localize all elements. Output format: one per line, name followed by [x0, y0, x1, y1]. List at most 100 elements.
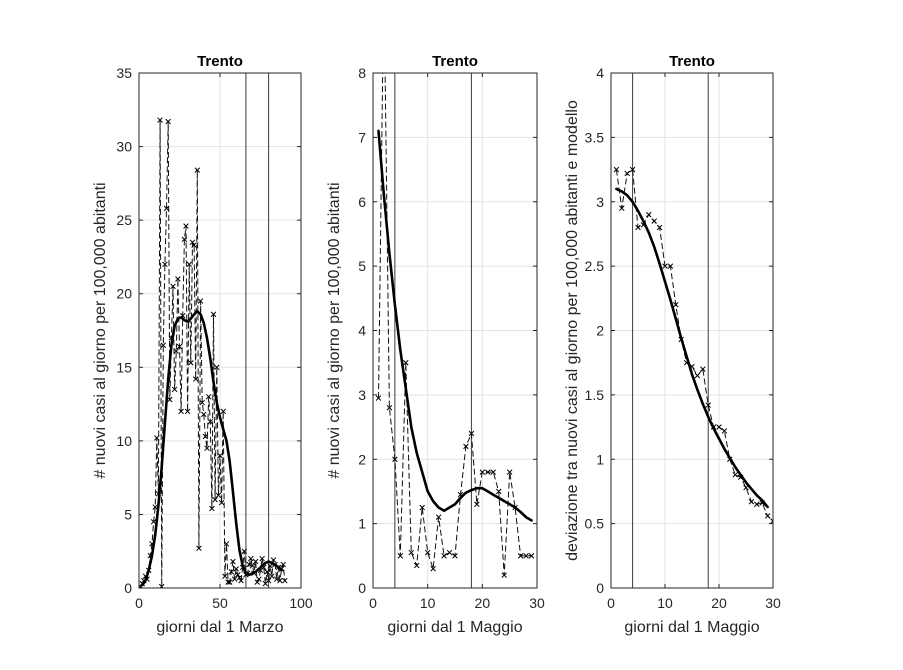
marker-stroke	[181, 236, 188, 243]
marker-stroke	[408, 549, 415, 556]
data-point-x-marker	[170, 283, 176, 290]
marker-stroke	[435, 514, 442, 520]
data-point-x-marker	[241, 548, 248, 554]
marker-stroke	[375, 395, 382, 401]
data-point-x-marker	[173, 348, 180, 354]
data-point-x-marker	[770, 518, 773, 524]
data-point-x-marker	[212, 496, 218, 503]
data-point-x-marker	[490, 469, 497, 475]
plot-area	[375, 73, 535, 588]
data-point-x-marker	[176, 343, 183, 350]
marker-stroke	[424, 549, 431, 556]
marker-stroke	[223, 541, 230, 547]
data-point-x-marker	[178, 408, 184, 415]
marker-stroke	[770, 518, 773, 522]
marker-stroke	[246, 561, 252, 568]
marker-stroke	[176, 343, 183, 350]
x-axis-label: giorni dal 1 Marzo	[156, 619, 283, 636]
data-point-x-marker	[223, 541, 230, 547]
data-point-x-marker	[171, 386, 178, 393]
data-point-x-marker	[265, 577, 272, 584]
data-point-x-marker	[716, 424, 722, 430]
x-tick-label: 20	[475, 595, 491, 611]
y-tick-label: 25	[116, 212, 132, 228]
data-point-x-marker	[238, 577, 244, 584]
panel-3: 0 10 20 30 0 0.5 1 1.5 2 2.5 3 3.5 4 Trento giorni dal…	[564, 53, 781, 636]
marker-stroke	[233, 566, 239, 572]
y-tick-label: 3	[596, 194, 604, 210]
data-point-x-marker	[619, 205, 625, 211]
y-tick-label: 10	[116, 433, 132, 449]
data-point-x-marker	[167, 396, 173, 403]
data-point-x-marker	[194, 167, 201, 173]
marker-stroke	[241, 548, 248, 554]
data-point-x-marker	[220, 408, 226, 415]
data-point-x-marker	[280, 561, 286, 568]
marker-stroke	[646, 211, 652, 218]
x-tick-label: 0	[135, 595, 143, 611]
y-tick-label: 2.5	[585, 258, 605, 274]
data-point-x-marker	[386, 404, 393, 411]
x-tick-label: 10	[420, 595, 436, 611]
data-point-x-marker	[662, 263, 668, 269]
data-point-x-marker	[705, 402, 711, 408]
data-point-x-marker	[235, 572, 241, 578]
chart-title: Trento	[432, 53, 478, 70]
marker-stroke	[225, 579, 231, 585]
marker-stroke	[235, 572, 241, 578]
marker-stroke	[392, 456, 398, 463]
marker-stroke	[256, 576, 262, 582]
data-point-x-marker	[215, 492, 222, 499]
marker-stroke	[662, 263, 668, 269]
marker-stroke	[629, 166, 636, 173]
y-tick-label: 30	[116, 139, 132, 155]
y-tick-label: 7	[358, 129, 366, 145]
data-point-x-marker	[474, 501, 480, 508]
x-tick-label: 50	[212, 595, 228, 611]
marker-stroke	[613, 166, 620, 173]
data-point-x-marker	[667, 263, 674, 269]
data-point-x-marker	[233, 566, 239, 572]
data-point-x-marker	[282, 577, 288, 584]
marker-stroke	[457, 491, 464, 498]
marker-stroke	[468, 430, 475, 437]
marker-stroke	[635, 224, 641, 231]
marker-stroke	[624, 170, 630, 177]
data-point-x-marker	[188, 360, 194, 366]
x-tick-label: 10	[657, 595, 673, 611]
y-tick-label: 3.5	[585, 129, 605, 145]
marker-stroke	[192, 376, 199, 382]
marker-stroke	[236, 574, 243, 581]
data-point-x-marker	[700, 366, 706, 372]
data-point-x-marker	[207, 418, 214, 425]
data-point-x-marker	[202, 433, 209, 440]
marker-stroke	[619, 205, 625, 211]
marker-stroke	[754, 501, 760, 508]
marker-stroke	[277, 577, 283, 584]
marker-stroke	[175, 276, 181, 282]
data-point-x-marker	[419, 504, 425, 511]
data-point-x-marker	[392, 456, 398, 463]
data-point-x-marker	[264, 569, 270, 575]
marker-stroke	[230, 558, 236, 565]
marker-stroke	[413, 562, 420, 569]
data-point-x-marker	[397, 553, 404, 559]
y-tick-label: 35	[116, 65, 132, 81]
marker-stroke	[226, 579, 233, 585]
data-point-x-marker	[165, 118, 171, 125]
data-point-x-marker	[199, 399, 205, 406]
series-dashed-line	[615, 168, 773, 522]
data-point-x-marker	[764, 513, 771, 519]
marker-stroke	[452, 553, 458, 559]
marker-stroke	[209, 505, 215, 512]
data-point-x-marker	[413, 562, 420, 569]
y-tick-label: 5	[124, 506, 132, 522]
marker-stroke	[210, 311, 217, 318]
data-point-x-marker	[189, 239, 196, 245]
data-point-x-marker	[269, 573, 275, 579]
marker-stroke	[403, 359, 409, 366]
marker-stroke	[732, 471, 738, 478]
data-point-x-marker	[656, 224, 663, 231]
